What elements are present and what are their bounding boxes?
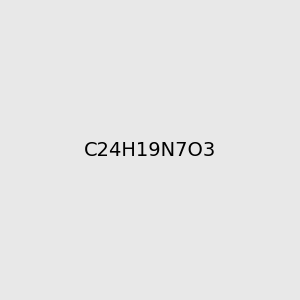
Text: C24H19N7O3: C24H19N7O3 [84, 140, 216, 160]
